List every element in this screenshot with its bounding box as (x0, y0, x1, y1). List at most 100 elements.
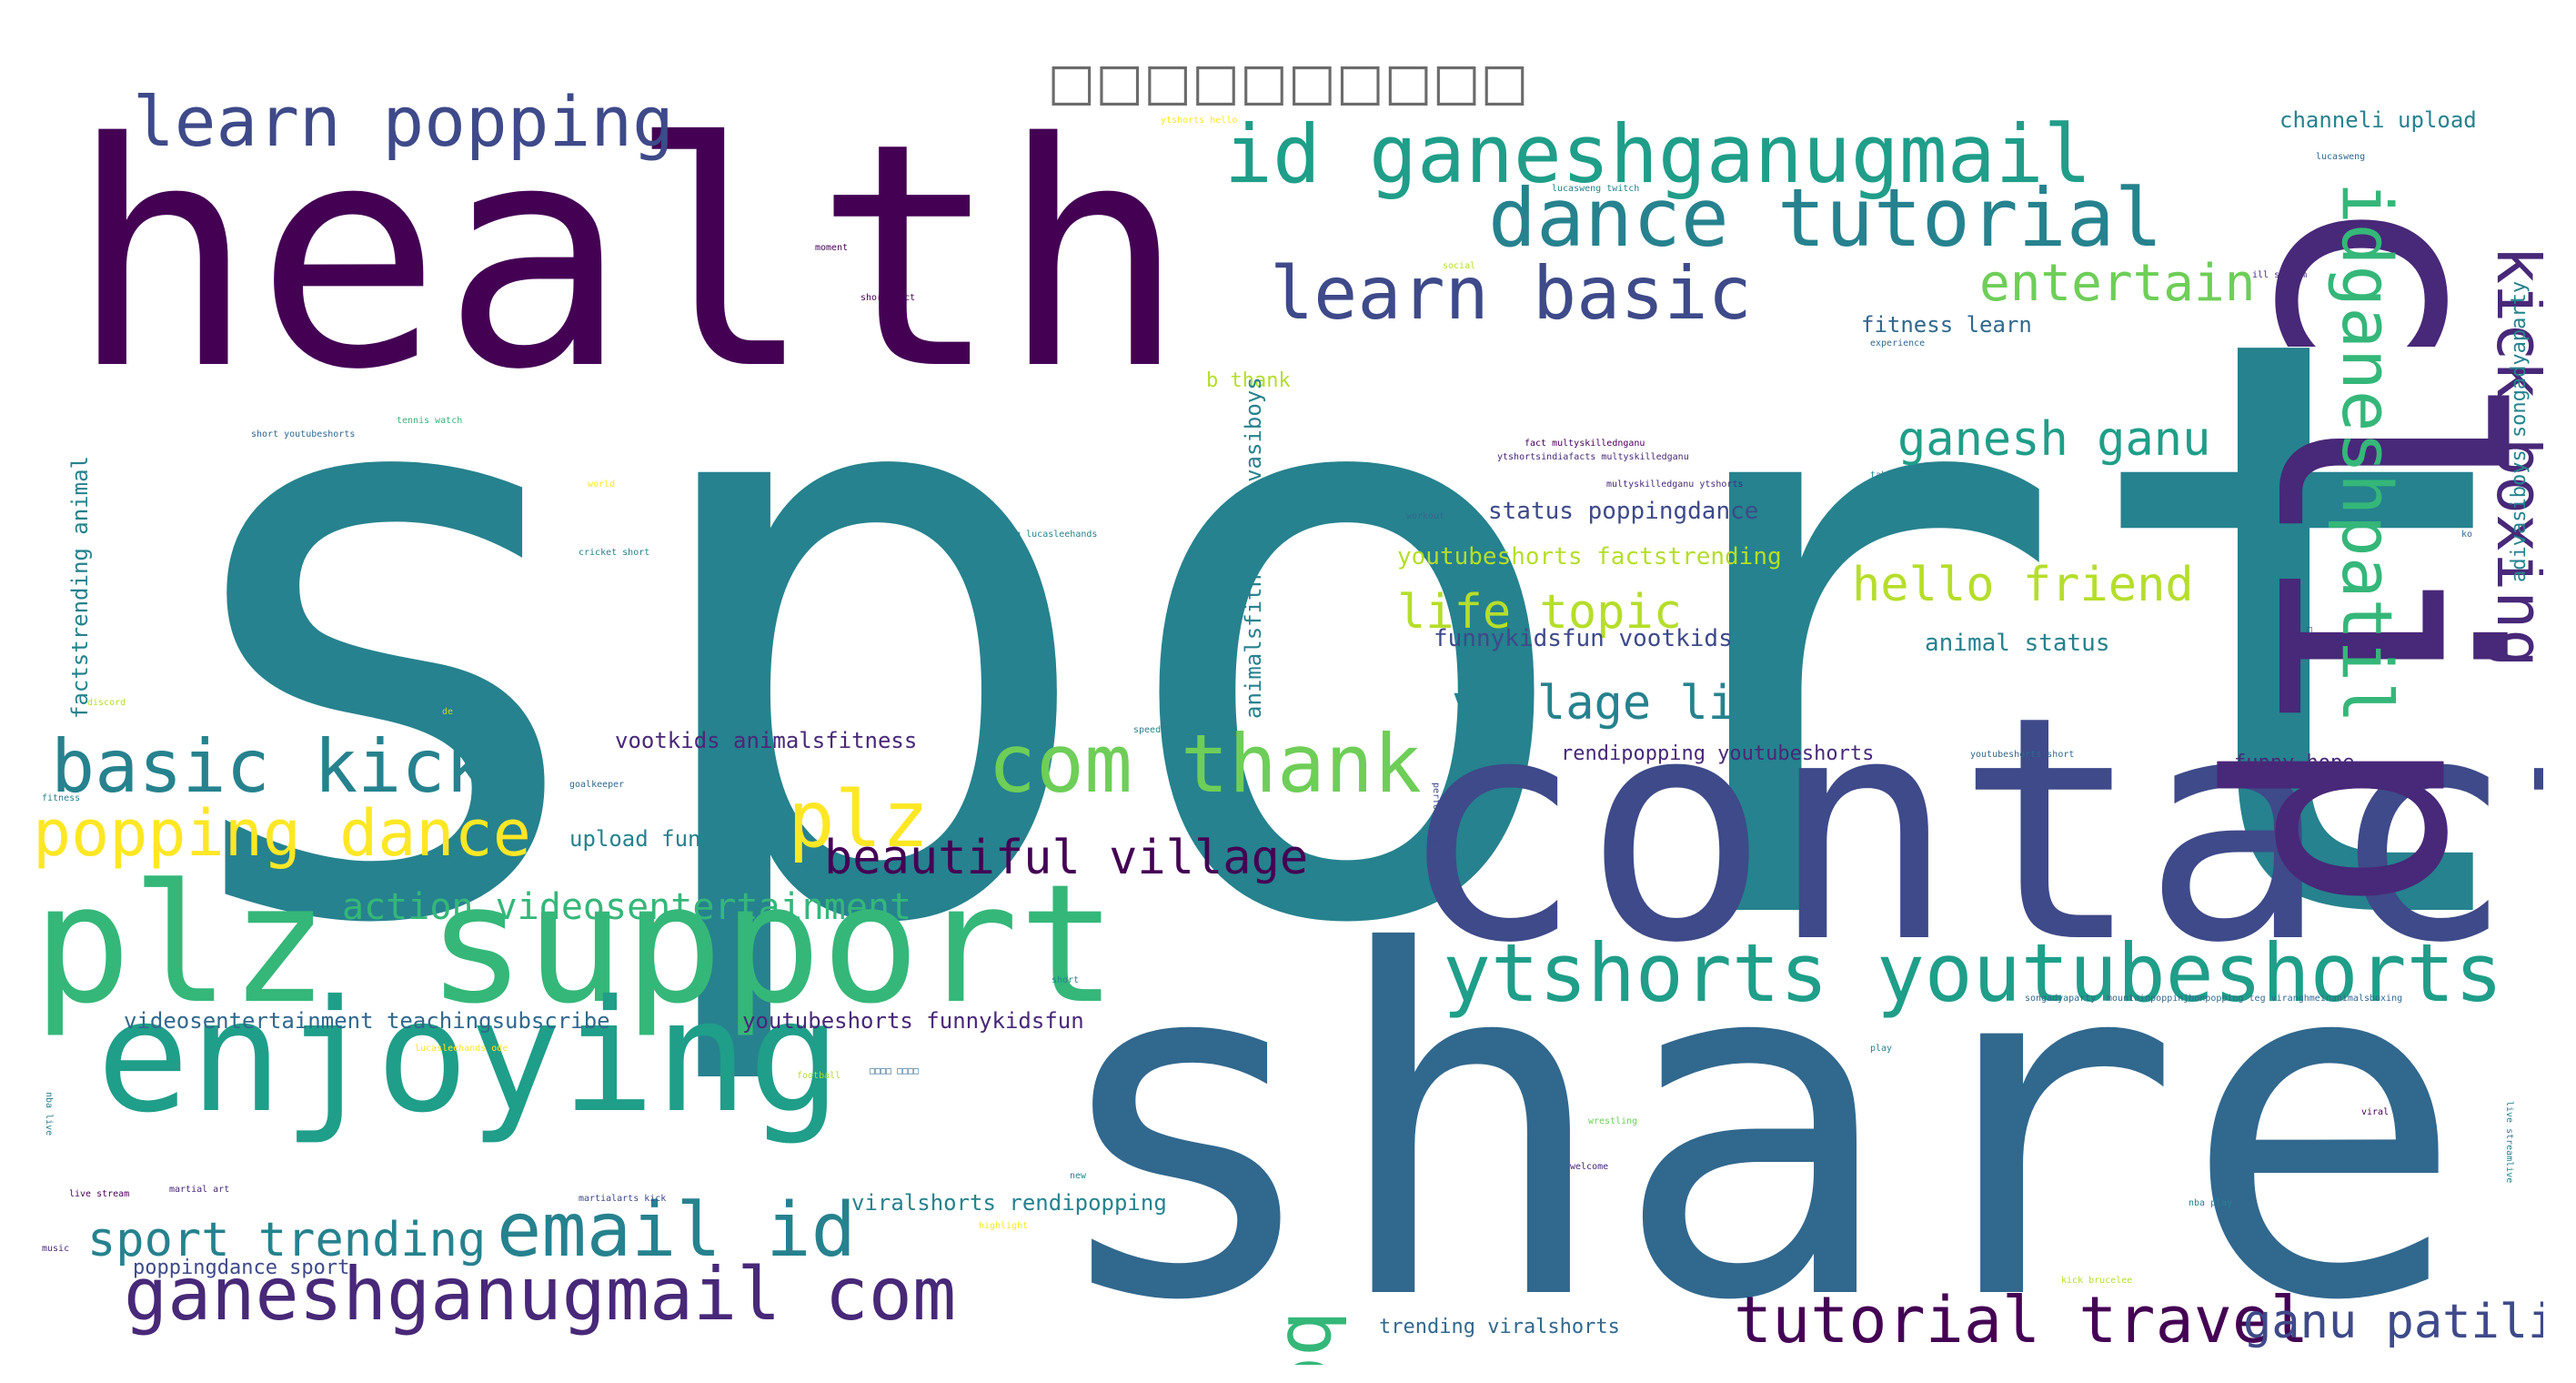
word-cloud-word: village life (1452, 676, 1794, 731)
word-cloud-word: □□□□ □□□□ (870, 1066, 919, 1076)
word-cloud-word: adivasiboys songadyaparty (2508, 281, 2531, 582)
word-cloud-word: table tennis (1870, 470, 1936, 480)
word-cloud-word: fitness learn (1861, 312, 2032, 338)
word-cloud-word: entertain (1979, 254, 2255, 313)
word-cloud-word: plz support (33, 850, 1117, 1040)
word-cloud-word: football (797, 1071, 840, 1081)
word-cloud-word: social (1443, 261, 1475, 271)
word-cloud-word: twitch lucasleehands (988, 530, 1097, 540)
word-cloud-word: health (69, 91, 1186, 438)
word-cloud-word: idganeshpatil (2327, 182, 2408, 723)
word-cloud-word: □ (2307, 625, 2312, 635)
word-cloud-word: performance (1431, 782, 1441, 843)
word-cloud-word: id ganeshganugmail (1224, 107, 2092, 201)
word-cloud-word: world (588, 480, 615, 490)
word-cloud-word: tutorial travel (1734, 1283, 2309, 1358)
word-cloud-word: dance tutorial (1488, 171, 2163, 265)
word-cloud-title: □□□□□□□□□□ (1047, 52, 1529, 112)
word-cloud-word: basic kick (51, 724, 489, 809)
word-cloud-word: kick brucelee (2061, 1276, 2132, 1286)
word-cloud-word: lucasweng twitch (1552, 184, 1639, 194)
word-cloud-word: sport trending (87, 1213, 486, 1267)
word-cloud-word: play (1870, 1044, 1892, 1054)
word-cloud-word: animalsfitness adivasiboys (1241, 377, 1266, 719)
word-cloud-word: lucasleehands ode (415, 1044, 508, 1054)
word-cloud-word: discord (87, 698, 126, 708)
word-cloud-word: speed (1133, 725, 1161, 735)
word-cloud-word: videosentertainment teachingsubscribe (124, 1008, 610, 1034)
word-cloud-word: short youtubeshorts (251, 429, 355, 439)
word-cloud-word: kick boxing (2482, 246, 2543, 668)
word-cloud-word: viralshorts rendipopping (851, 1190, 1167, 1216)
word-cloud-word: live streamlive (2504, 1101, 2514, 1183)
word-cloud-word: lucasweng (2316, 152, 2365, 162)
word-cloud-word: clip (2209, 191, 2543, 914)
word-cloud-word: welcome (1570, 1162, 1608, 1172)
word-cloud-word: tennis watch (397, 416, 462, 426)
word-cloud-word: plz (788, 774, 929, 865)
word-cloud-word: de (442, 707, 453, 717)
word-cloud-word: nba live (44, 1092, 54, 1136)
word-cloud-word: music (42, 1244, 69, 1254)
word-cloud-word: goalkeeper (569, 780, 624, 790)
word-cloud-word: funnykidsfun vootkids (1434, 625, 1733, 652)
word-cloud-word: ganesh ganu (1897, 412, 2210, 467)
word-cloud-word: fact multyskillednganu (1524, 439, 1645, 449)
word-cloud-word: status poppingdance (1488, 498, 1758, 525)
word-cloud-word: boxing learn (1270, 1310, 1359, 1365)
word-cloud-word: new (1070, 1171, 1087, 1181)
word-cloud-word: factstrending animal (67, 456, 93, 719)
word-cloud-word: ytshorts youtubeshorts (1443, 926, 2503, 1020)
word-cloud-word: com thank (988, 717, 1422, 811)
word-cloud-word: learn popping (133, 91, 674, 162)
word-cloud-word: share (1042, 853, 2466, 1365)
word-cloud-word: ill stream (2252, 270, 2307, 280)
word-cloud-word: cricket short (579, 548, 649, 558)
word-cloud-word: enjoying (96, 967, 841, 1147)
word-cloud-word: ganu patilif (2243, 1295, 2543, 1349)
word-cloud-word: contact (1397, 651, 2543, 1011)
word-cloud-word: short fact (860, 293, 915, 303)
word-cloud-word: songadyaparty (2025, 994, 2096, 1004)
word-cloud-word: highlight (979, 1221, 1028, 1231)
word-cloud-word: sport (142, 167, 2543, 1099)
word-cloud-word: live stream (69, 1189, 129, 1199)
word-cloud-word: time (351, 702, 373, 712)
word-cloud-word: hello friend (1852, 558, 2194, 612)
word-cloud-word: wrestling (1588, 1116, 1637, 1126)
word-cloud-word: animal status (1925, 630, 2110, 657)
word-cloud-word: ytshorts hello (1161, 116, 1237, 126)
word-cloud-word: vootkids animalsfitness (615, 728, 917, 753)
word-cloud-word: poppingdance sport (133, 1257, 349, 1279)
word-cloud-word: short (1052, 975, 1079, 985)
word-cloud-word: b thank (1206, 369, 1291, 392)
word-cloud-word: rendipopping youtubeshorts (1561, 742, 1874, 765)
word-cloud-word: □□□ □□□□ (406, 689, 449, 699)
word-cloud-word: fitness (42, 793, 80, 803)
word-cloud-word: channeli upload (2279, 107, 2477, 133)
word-cloud-word: life topic (1397, 585, 1682, 640)
word-cloud-word: ko (2461, 530, 2472, 540)
word-cloud-word: ytshortsindiafacts multyskilledganu (1497, 452, 1689, 462)
word-cloud-word: funny hope (2234, 752, 2354, 774)
word-cloud-word: youtubeshorts short (1970, 750, 2074, 760)
word-cloud-word: trending viralshorts (1379, 1316, 1620, 1338)
word-cloud-word: martial art (169, 1185, 229, 1195)
word-cloud-word: ganeshganugmail com (124, 1252, 956, 1337)
word-cloud-word: mountainpoppinjhonpopping teg viranghmei… (2107, 994, 2402, 1004)
word-cloud-word: upload funny (569, 826, 727, 852)
word-cloud-word: youtubeshorts funnykidsfun (742, 1008, 1084, 1034)
word-cloud-word: youtubeshorts factstrending (1397, 543, 1782, 570)
word-cloud-word: nba play (2189, 1198, 2232, 1208)
word-cloud-word: viral (2361, 1107, 2389, 1117)
word-cloud-word: email id (497, 1187, 856, 1274)
word-cloud-word: popping dance (33, 796, 531, 871)
word-cloud-word: beautiful village (824, 831, 1308, 885)
word-cloud-word: action videosentertainment (342, 886, 911, 928)
word-cloud-word: moment (815, 243, 848, 253)
word-cloud-word: martialarts kick (579, 1194, 666, 1204)
word-cloud: sportsharehealthcontactclipplz supporten… (33, 91, 2543, 1365)
word-cloud-word: experience (1870, 338, 1925, 348)
word-cloud-word: workout (1406, 511, 1444, 521)
word-cloud-word: learn basic (1270, 251, 1752, 336)
